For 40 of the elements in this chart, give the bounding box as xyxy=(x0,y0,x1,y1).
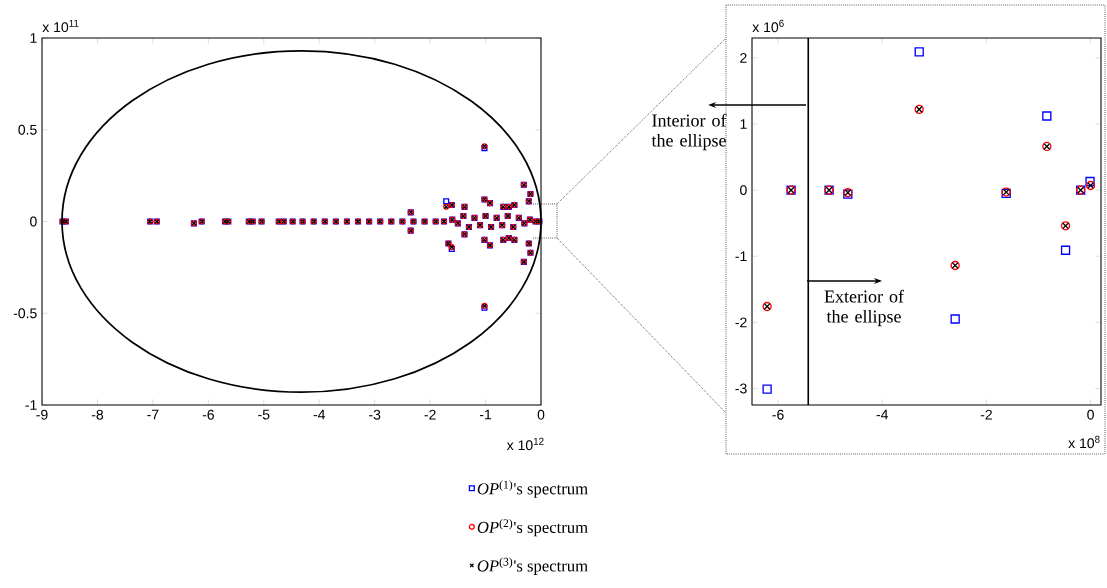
point xyxy=(1060,245,1071,255)
legend-label: OP$^{(1)}$'s spectrum xyxy=(477,480,588,498)
y-tick-label: 0 xyxy=(30,216,37,227)
x-tick-label: -8 xyxy=(91,409,104,420)
x-tick-label: -4 xyxy=(876,409,889,420)
point xyxy=(1042,111,1052,121)
y-tick-label: -3 xyxy=(735,383,747,394)
legend-label: OP$^{(3)}$'s spectrum xyxy=(477,557,588,575)
x-tick-label: -3 xyxy=(369,409,381,420)
point xyxy=(950,314,960,324)
y-tick-label: 1 xyxy=(30,33,37,43)
y-tick-label: 1 xyxy=(740,119,747,129)
x-tick-label: -6 xyxy=(202,409,214,420)
text: x 10$^{6}$ xyxy=(752,19,784,33)
x-tick-label: -2 xyxy=(980,409,992,420)
point xyxy=(1085,176,1095,187)
legend-label: OP$^{(2)}$'s spectrum xyxy=(477,518,588,537)
x-tick-label: -9 xyxy=(36,409,48,420)
x-tick-label: 0 xyxy=(1087,409,1094,420)
y-tick-label: -0.5 xyxy=(13,308,37,319)
text: x 10$^{11}$ xyxy=(42,19,79,33)
x-tick-label: -4 xyxy=(313,409,326,420)
point xyxy=(914,47,924,57)
y-tick-label: -1 xyxy=(25,400,37,410)
x-tick-label: -5 xyxy=(258,409,270,420)
x-tick-label: -6 xyxy=(772,409,784,420)
text: x 10$^{12}$ xyxy=(506,437,544,451)
point xyxy=(762,384,772,394)
y-tick-label: -2 xyxy=(735,317,747,328)
text: Interior of the ellipse xyxy=(651,113,727,151)
y-tick-label: 0 xyxy=(740,185,747,196)
x-tick-label: -2 xyxy=(424,409,436,420)
y-tick-label: 2 xyxy=(740,52,747,63)
y-tick-label: 0.5 xyxy=(18,124,37,135)
x-tick-label: -1 xyxy=(479,409,492,420)
x-tick-label: 0 xyxy=(537,409,545,420)
text: x 10$^{8}$ xyxy=(1068,435,1100,449)
x-tick-label: -7 xyxy=(147,409,159,420)
annotation: Exterior of the ellipse xyxy=(824,289,904,327)
y-tick-label: -1 xyxy=(735,251,747,262)
